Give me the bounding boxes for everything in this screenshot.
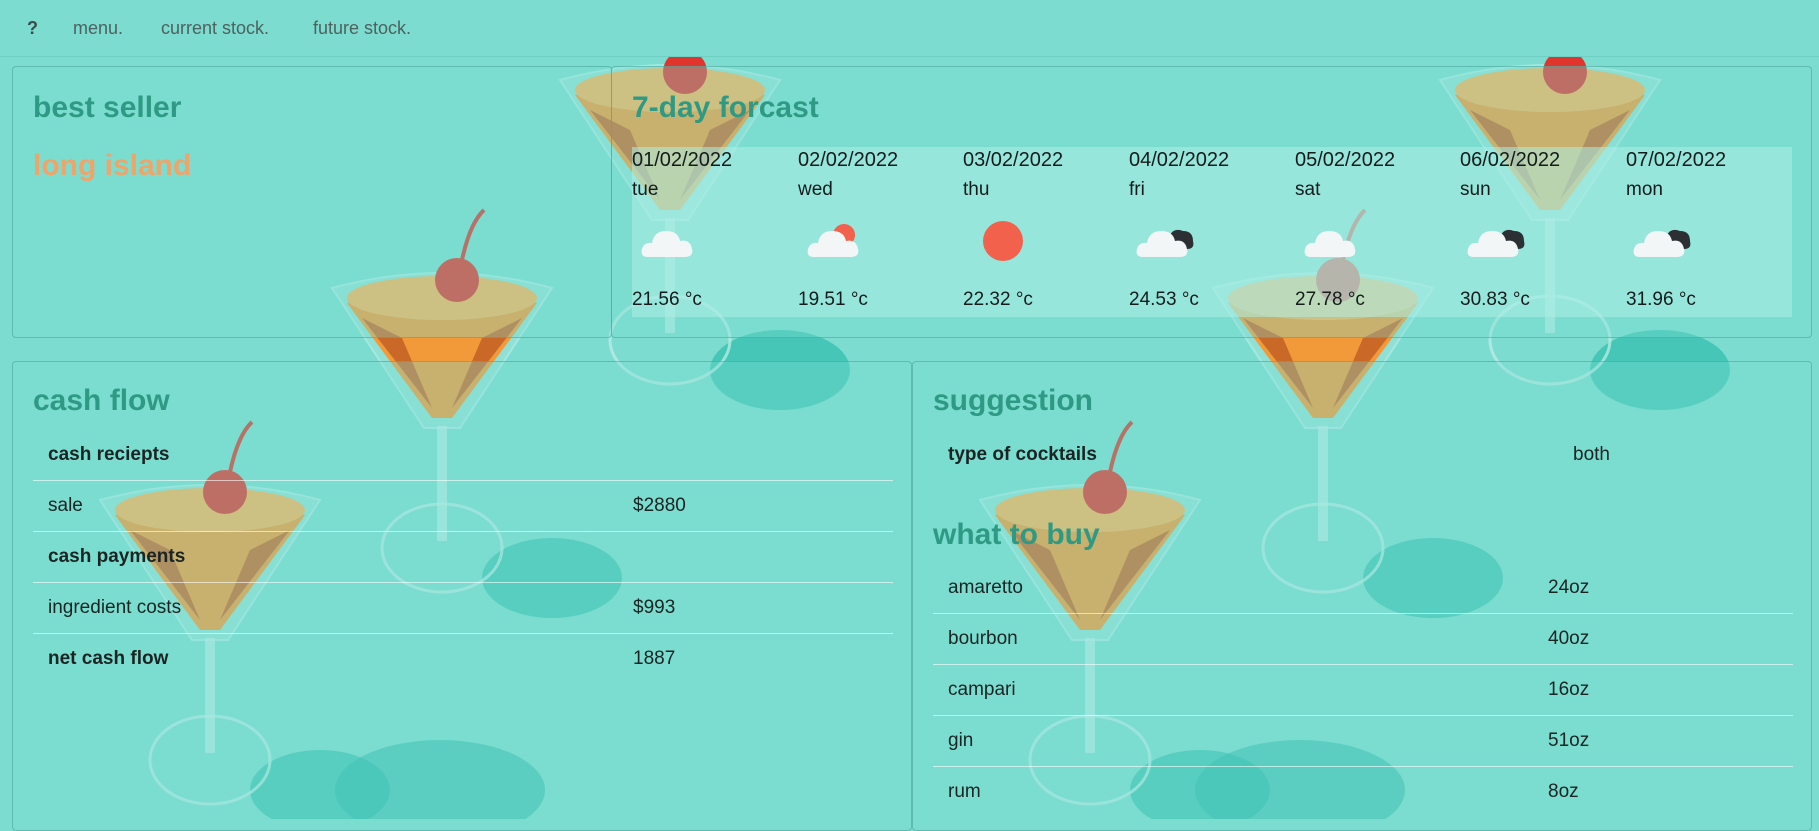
cash-flow-value: $2880 bbox=[618, 480, 893, 532]
forecast-date: 03/02/2022 bbox=[963, 149, 1064, 171]
what-to-buy-table: amaretto 24oz bourbon 40oz campari 16oz … bbox=[933, 563, 1793, 817]
forecast-card: 7-day forcast 01/02/2022 tue 21.56 °c 02… bbox=[611, 66, 1812, 338]
forecast-day: 05/02/2022 sat 27.78 °c bbox=[1295, 149, 1455, 319]
forecast-temp: 30.83 °c bbox=[1460, 289, 1530, 310]
forecast-date: 02/02/2022 bbox=[798, 149, 899, 171]
dark-cloud-icon bbox=[1136, 229, 1194, 257]
forecast-date: 06/02/2022 bbox=[1460, 149, 1561, 171]
forecast-weekday: thu bbox=[963, 179, 990, 200]
partly-sunny-icon bbox=[807, 224, 859, 257]
ingredient-qty: 40oz bbox=[1533, 613, 1793, 665]
forecast-day: 07/02/2022 mon 31.96 °c bbox=[1626, 149, 1786, 319]
table-row: cash reciepts bbox=[33, 430, 893, 481]
ingredient-qty: 51oz bbox=[1533, 715, 1793, 767]
table-row: amaretto 24oz bbox=[933, 563, 1793, 614]
suggestion-title: suggestion bbox=[933, 384, 1094, 417]
forecast-weekday: mon bbox=[1626, 179, 1663, 200]
cash-flow-value bbox=[618, 531, 893, 583]
table-row: cash payments bbox=[33, 531, 893, 583]
forecast-temp: 22.32 °c bbox=[963, 289, 1033, 310]
best-seller-card: best seller long island bbox=[12, 66, 612, 338]
table-row: net cash flow 1887 bbox=[33, 634, 893, 685]
cash-flow-label: cash payments bbox=[33, 531, 618, 583]
forecast-day: 06/02/2022 sun 30.83 °c bbox=[1460, 149, 1620, 319]
forecast-temp: 19.51 °c bbox=[798, 289, 868, 310]
nav-link-menu[interactable]: menu. bbox=[73, 18, 124, 38]
forecast-weekday: sat bbox=[1295, 179, 1321, 200]
table-row: sale $2880 bbox=[33, 480, 893, 532]
forecast-weekday: wed bbox=[798, 179, 833, 200]
forecast-day: 04/02/2022 fri 24.53 °c bbox=[1129, 149, 1289, 319]
forecast-day: 02/02/2022 wed 19.51 °c bbox=[798, 149, 958, 319]
cash-flow-label: sale bbox=[33, 480, 618, 532]
ingredient-name: bourbon bbox=[933, 613, 1533, 665]
forecast-date: 01/02/2022 bbox=[632, 149, 733, 171]
what-to-buy-title: what to buy bbox=[933, 518, 1100, 551]
table-row: ingredient costs $993 bbox=[33, 582, 893, 634]
nav-brand[interactable]: ? bbox=[27, 18, 38, 38]
forecast-title: 7-day forcast bbox=[632, 91, 819, 124]
forecast-date: 05/02/2022 bbox=[1295, 149, 1396, 171]
ingredient-qty: 16oz bbox=[1533, 664, 1793, 716]
cocktail-type-label: type of cocktails bbox=[948, 444, 1097, 465]
forecast-temp: 27.78 °c bbox=[1295, 289, 1365, 310]
forecast-day: 01/02/2022 tue 21.56 °c bbox=[632, 149, 792, 319]
table-row: bourbon 40oz bbox=[933, 613, 1793, 665]
cash-flow-table: cash reciepts sale $2880 cash payments i… bbox=[33, 430, 893, 684]
ingredient-name: gin bbox=[933, 715, 1533, 767]
cash-flow-label: ingredient costs bbox=[33, 582, 618, 634]
cloud-icon bbox=[641, 231, 693, 257]
forecast-strip bbox=[632, 147, 1792, 317]
forecast-day: 03/02/2022 thu 22.32 °c bbox=[963, 149, 1123, 319]
cash-flow-card: cash flow cash reciepts sale $2880 cash … bbox=[12, 361, 912, 831]
cocktail-type-value: both bbox=[1573, 444, 1610, 465]
table-row: type of cocktails both bbox=[933, 430, 1793, 480]
dark-cloud-icon bbox=[1467, 229, 1525, 257]
top-nav: ? menu. current stock. future stock. bbox=[0, 0, 1819, 57]
cash-flow-value: $993 bbox=[618, 582, 893, 634]
forecast-weekday: sun bbox=[1460, 179, 1491, 200]
forecast-date: 04/02/2022 bbox=[1129, 149, 1230, 171]
dark-cloud-icon bbox=[1633, 229, 1691, 257]
forecast-date: 07/02/2022 bbox=[1626, 149, 1727, 171]
ingredient-name: rum bbox=[948, 781, 981, 802]
cash-flow-label: net cash flow bbox=[48, 648, 169, 669]
cash-flow-value bbox=[618, 430, 893, 481]
ingredient-qty: 8oz bbox=[1548, 781, 1579, 802]
table-row: rum 8oz bbox=[933, 767, 1793, 818]
cocktail-type-table: type of cocktails both bbox=[933, 430, 1793, 480]
cash-flow-title: cash flow bbox=[33, 384, 170, 417]
forecast-temp: 24.53 °c bbox=[1129, 289, 1199, 310]
cloud-icon bbox=[1304, 231, 1356, 257]
forecast-weekday: tue bbox=[632, 179, 659, 200]
best-seller-value: long island bbox=[33, 149, 192, 182]
best-seller-title: best seller bbox=[33, 91, 182, 124]
forecast-temp: 21.56 °c bbox=[632, 289, 702, 310]
nav-link-current-stock[interactable]: current stock. bbox=[161, 18, 270, 38]
forecast-weekday: fri bbox=[1129, 179, 1145, 200]
sun-icon bbox=[983, 221, 1023, 261]
suggestion-card: suggestion type of cocktails both what t… bbox=[912, 361, 1812, 831]
forecast-temp: 31.96 °c bbox=[1626, 289, 1696, 310]
ingredient-qty: 24oz bbox=[1533, 563, 1793, 614]
ingredient-name: campari bbox=[933, 664, 1533, 716]
table-row: gin 51oz bbox=[933, 715, 1793, 767]
cash-flow-value: 1887 bbox=[633, 648, 676, 669]
nav-link-future-stock[interactable]: future stock. bbox=[313, 18, 412, 38]
cash-flow-label: cash reciepts bbox=[33, 430, 618, 481]
ingredient-name: amaretto bbox=[933, 563, 1533, 614]
table-row: campari 16oz bbox=[933, 664, 1793, 716]
